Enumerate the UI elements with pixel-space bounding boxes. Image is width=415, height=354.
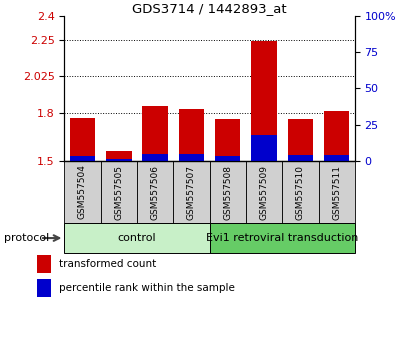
Text: protocol: protocol xyxy=(4,233,49,243)
Bar xyxy=(37,256,51,273)
Bar xyxy=(324,155,349,161)
Bar xyxy=(319,161,355,223)
Text: GSM557508: GSM557508 xyxy=(223,165,232,219)
Text: GSM557505: GSM557505 xyxy=(114,165,123,219)
Bar xyxy=(215,119,240,161)
Bar xyxy=(70,118,95,161)
Bar xyxy=(142,154,168,161)
Bar xyxy=(100,161,137,223)
Text: GSM557506: GSM557506 xyxy=(151,165,160,219)
Bar xyxy=(142,106,168,161)
Title: GDS3714 / 1442893_at: GDS3714 / 1442893_at xyxy=(132,2,287,15)
Bar xyxy=(288,119,313,161)
Bar xyxy=(179,109,204,161)
Bar xyxy=(251,135,277,161)
Bar xyxy=(210,223,355,253)
Text: GSM557507: GSM557507 xyxy=(187,165,196,219)
Text: GSM557504: GSM557504 xyxy=(78,165,87,219)
Bar xyxy=(64,161,101,223)
Bar xyxy=(106,152,132,161)
Bar xyxy=(179,154,204,161)
Bar xyxy=(251,41,277,161)
Bar xyxy=(106,159,132,161)
Text: control: control xyxy=(117,233,156,243)
Bar xyxy=(282,161,319,223)
Text: GSM557509: GSM557509 xyxy=(259,165,269,219)
Bar xyxy=(210,161,246,223)
Bar xyxy=(64,223,210,253)
Bar xyxy=(288,155,313,161)
Bar xyxy=(246,161,282,223)
Bar xyxy=(137,161,173,223)
Text: GSM557510: GSM557510 xyxy=(296,165,305,219)
Bar xyxy=(215,156,240,161)
Text: percentile rank within the sample: percentile rank within the sample xyxy=(59,283,234,293)
Bar xyxy=(324,111,349,161)
Text: transformed count: transformed count xyxy=(59,259,156,269)
Bar xyxy=(70,156,95,161)
Bar xyxy=(37,279,51,297)
Text: GSM557511: GSM557511 xyxy=(332,165,341,219)
Bar xyxy=(173,161,210,223)
Text: Evi1 retroviral transduction: Evi1 retroviral transduction xyxy=(206,233,359,243)
